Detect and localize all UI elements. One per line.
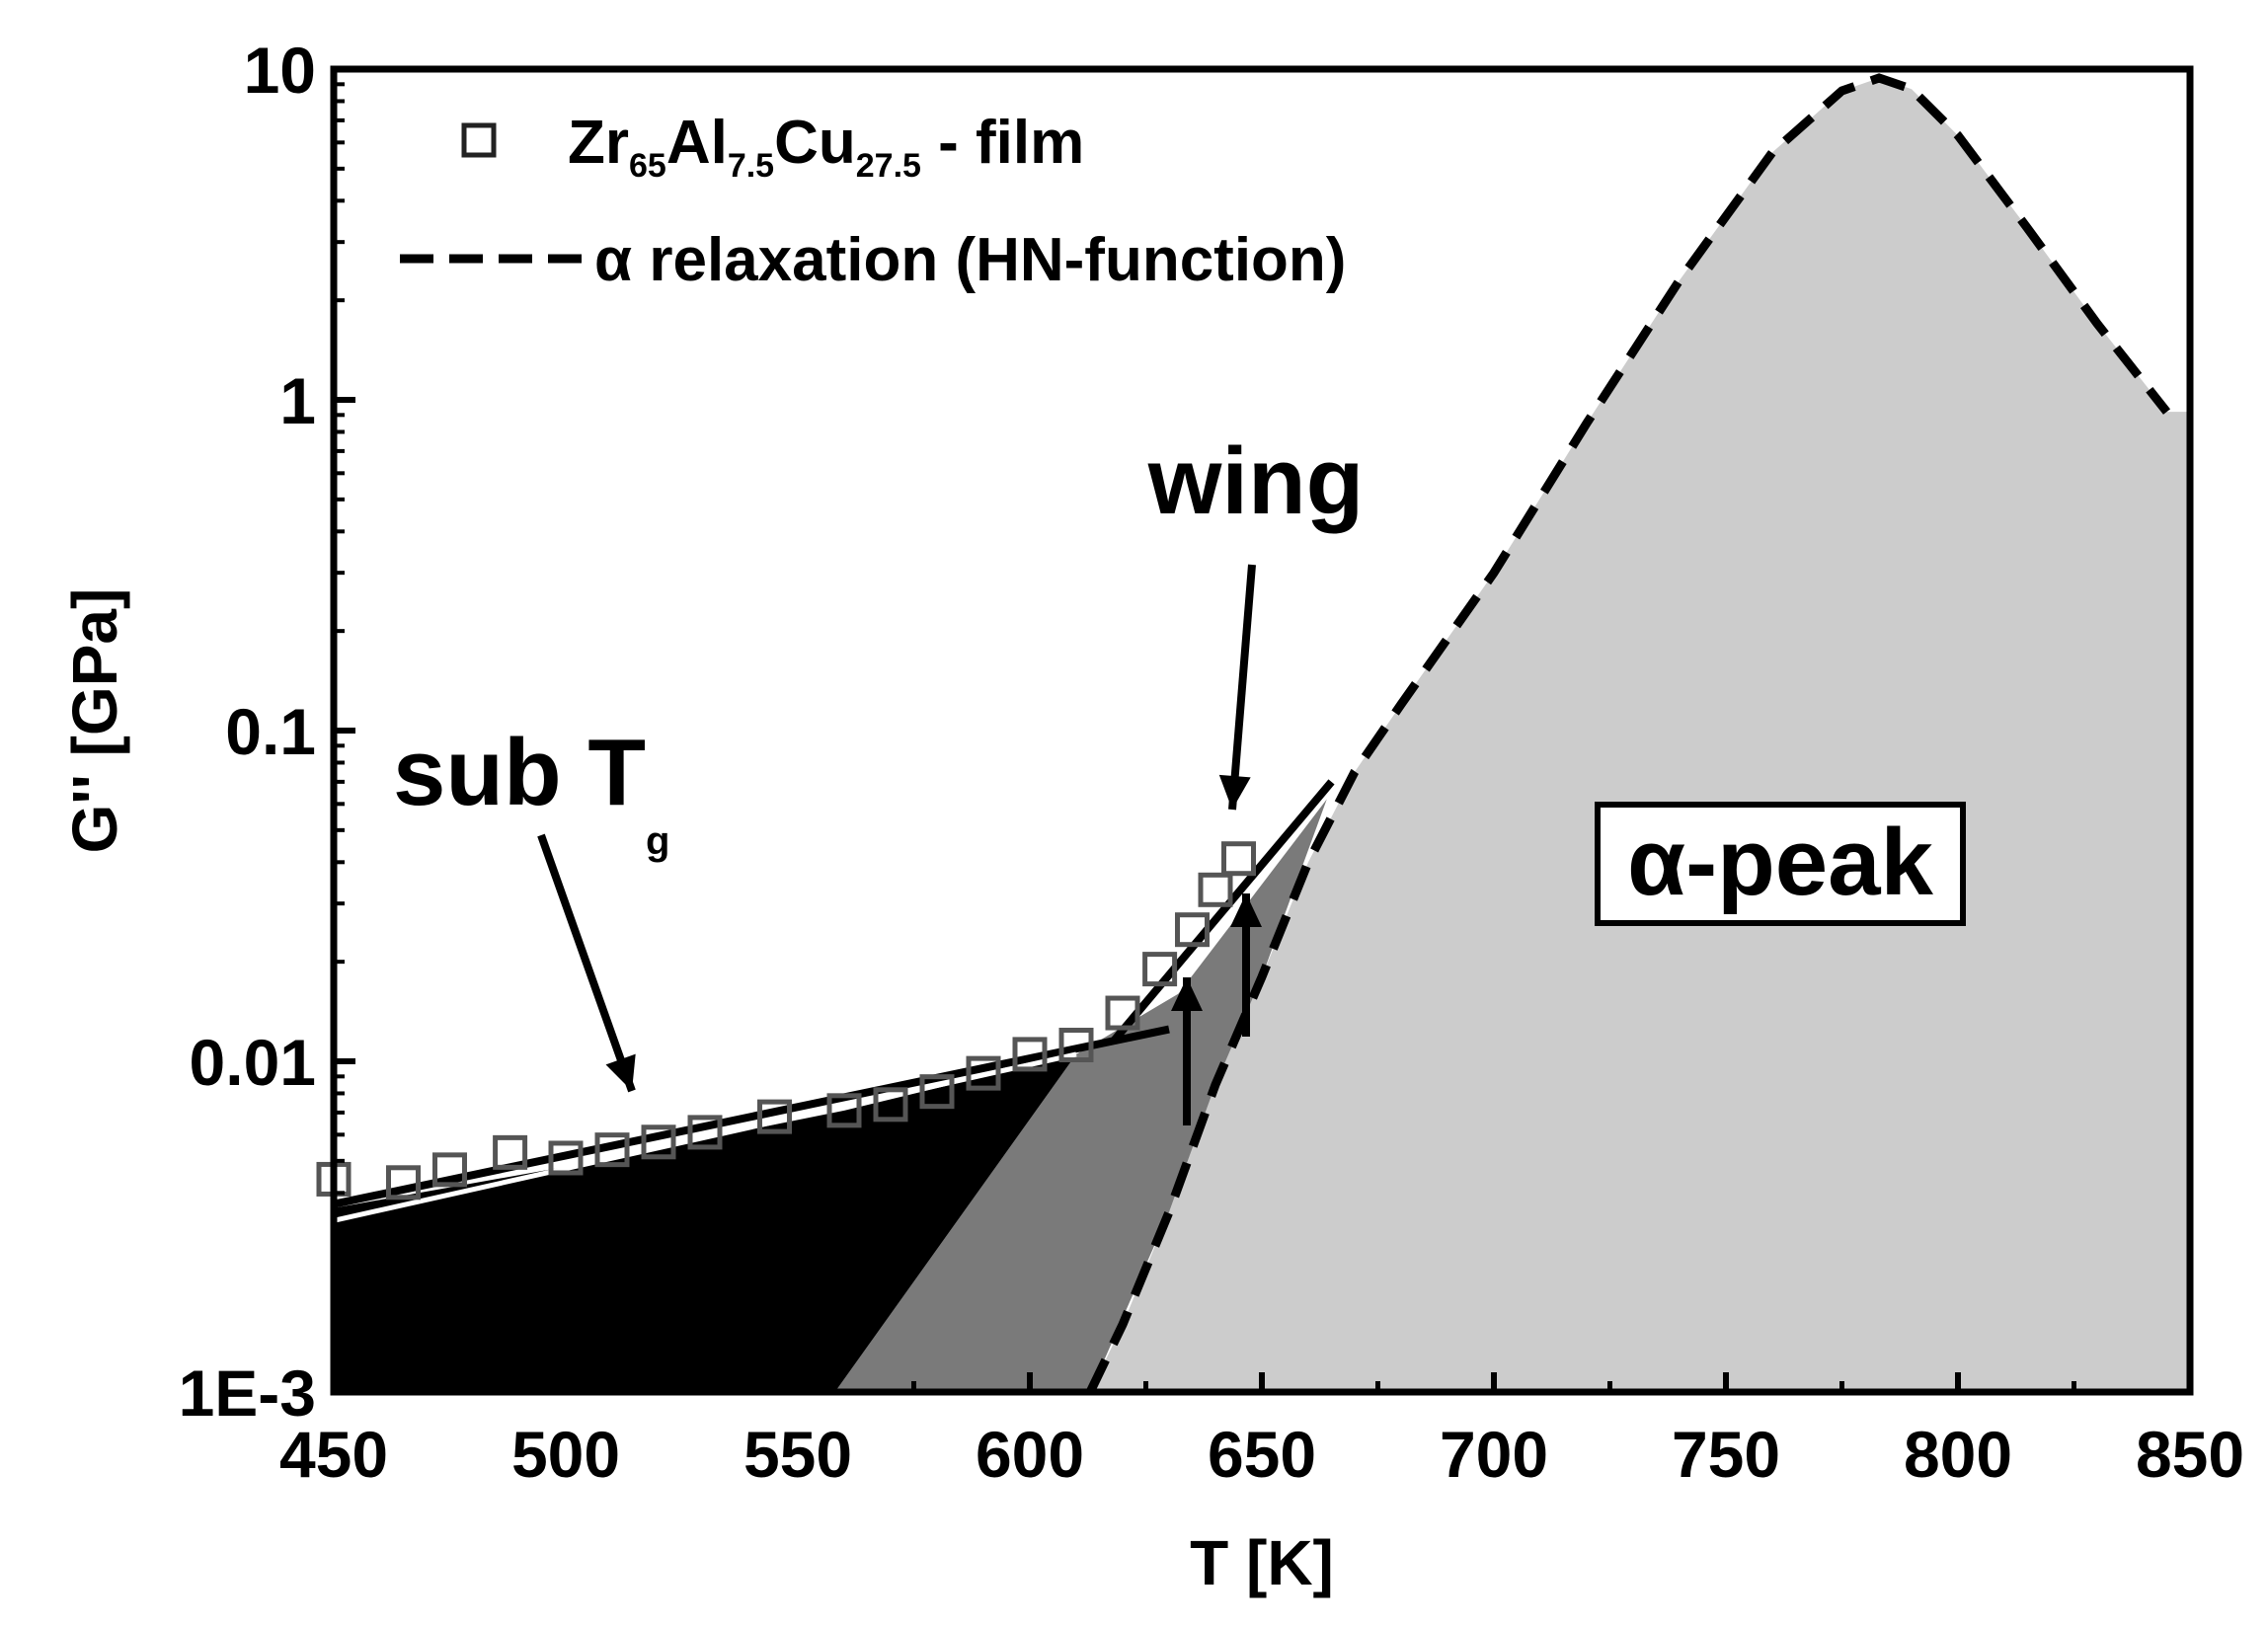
alpha-peak-fill xyxy=(1090,78,2190,1392)
legend-label-hn: α relaxation (HN-function) xyxy=(594,226,1346,294)
y-axis-title: G'' [GPa] xyxy=(59,588,130,854)
data-point xyxy=(432,1152,467,1188)
data-point xyxy=(594,1132,630,1168)
x-tick-label: 650 xyxy=(1208,1418,1316,1491)
x-axis-ticks: 450 500 550 600 650 700 750 800 850 xyxy=(279,1372,2244,1491)
wing-arrow-head xyxy=(1218,774,1251,810)
annotation-arrows xyxy=(537,564,1262,1125)
hn-dashed-curve xyxy=(1086,73,2171,1394)
legend-formula-subscript: 65 xyxy=(629,147,666,185)
wing-fit-line xyxy=(1110,779,1335,1045)
data-point xyxy=(757,1099,792,1134)
sub-tg-fit-line xyxy=(333,1025,1170,1208)
annotation-alpha-peak: α-peak xyxy=(1627,810,1933,915)
x-tick-label: 800 xyxy=(1904,1418,2012,1491)
data-point xyxy=(493,1134,528,1170)
y-tick-label: 1E-3 xyxy=(179,1356,316,1430)
sub-tg-arrow-shaft xyxy=(537,833,636,1093)
chart-fill-regions xyxy=(334,78,2190,1392)
alpha-peak-label-box xyxy=(1595,802,1966,926)
sub-tg-fill xyxy=(334,1053,1076,1392)
data-point xyxy=(386,1165,421,1201)
annotation-wing: wing xyxy=(1147,428,1365,534)
legend-formula-subscript: 7.5 xyxy=(728,147,774,185)
data-point xyxy=(1198,872,1233,907)
data-point xyxy=(966,1055,1001,1091)
annotation-sub-tg: sub Tg xyxy=(393,720,669,863)
annotation-sub-tg-main: sub T xyxy=(393,720,646,825)
y-tick-label: 0.1 xyxy=(225,695,316,768)
onset-arrow-2-head xyxy=(1230,893,1262,927)
legend-formula-part: Cu xyxy=(774,109,856,177)
data-point xyxy=(1175,912,1210,948)
x-tick-label: 700 xyxy=(1440,1418,1548,1491)
y-tick-label: 0.01 xyxy=(190,1026,316,1099)
data-point xyxy=(1221,841,1256,877)
y-tick-label: 1 xyxy=(279,364,316,437)
data-point xyxy=(687,1115,723,1150)
data-point xyxy=(1058,1028,1094,1063)
legend-square-marker xyxy=(461,122,497,158)
data-point xyxy=(826,1093,862,1128)
x-axis-title: T [K] xyxy=(1190,1527,1334,1598)
legend-formula-subscript: 27.5 xyxy=(856,147,921,185)
data-point xyxy=(873,1087,908,1123)
data-markers xyxy=(316,841,1256,1201)
y-axis-ticks: 1E-3 0.01 0.1 1 10 xyxy=(179,34,355,1430)
x-tick-label: 550 xyxy=(743,1418,852,1491)
legend-label-film: Zr65Al7.5Cu27.5 - film xyxy=(568,109,1084,185)
sub-tg-arrow-head xyxy=(605,1053,636,1091)
legend-formula-part: Zr xyxy=(568,109,629,177)
data-point xyxy=(919,1074,955,1110)
x-tick-label: 850 xyxy=(2136,1418,2244,1491)
hn-curve xyxy=(1086,73,2171,1394)
data-point xyxy=(1012,1037,1048,1072)
x-tick-label: 450 xyxy=(279,1418,388,1491)
data-point xyxy=(1142,952,1178,987)
legend-formula-part: Al xyxy=(666,109,728,177)
data-point xyxy=(641,1124,676,1160)
legend-formula-part: - film xyxy=(921,109,1084,177)
x-tick-label: 750 xyxy=(1672,1418,1780,1491)
data-point xyxy=(548,1140,584,1176)
annotation-sub-tg-subscript: g xyxy=(646,819,669,863)
wing-fill xyxy=(834,799,1327,1392)
x-tick-label: 600 xyxy=(976,1418,1084,1491)
data-point xyxy=(1105,995,1140,1031)
x-tick-label: 500 xyxy=(511,1418,620,1491)
onset-arrow-1-head xyxy=(1171,977,1203,1011)
wing-arrow-shaft xyxy=(1228,564,1256,811)
y-tick-label: 10 xyxy=(244,34,316,107)
